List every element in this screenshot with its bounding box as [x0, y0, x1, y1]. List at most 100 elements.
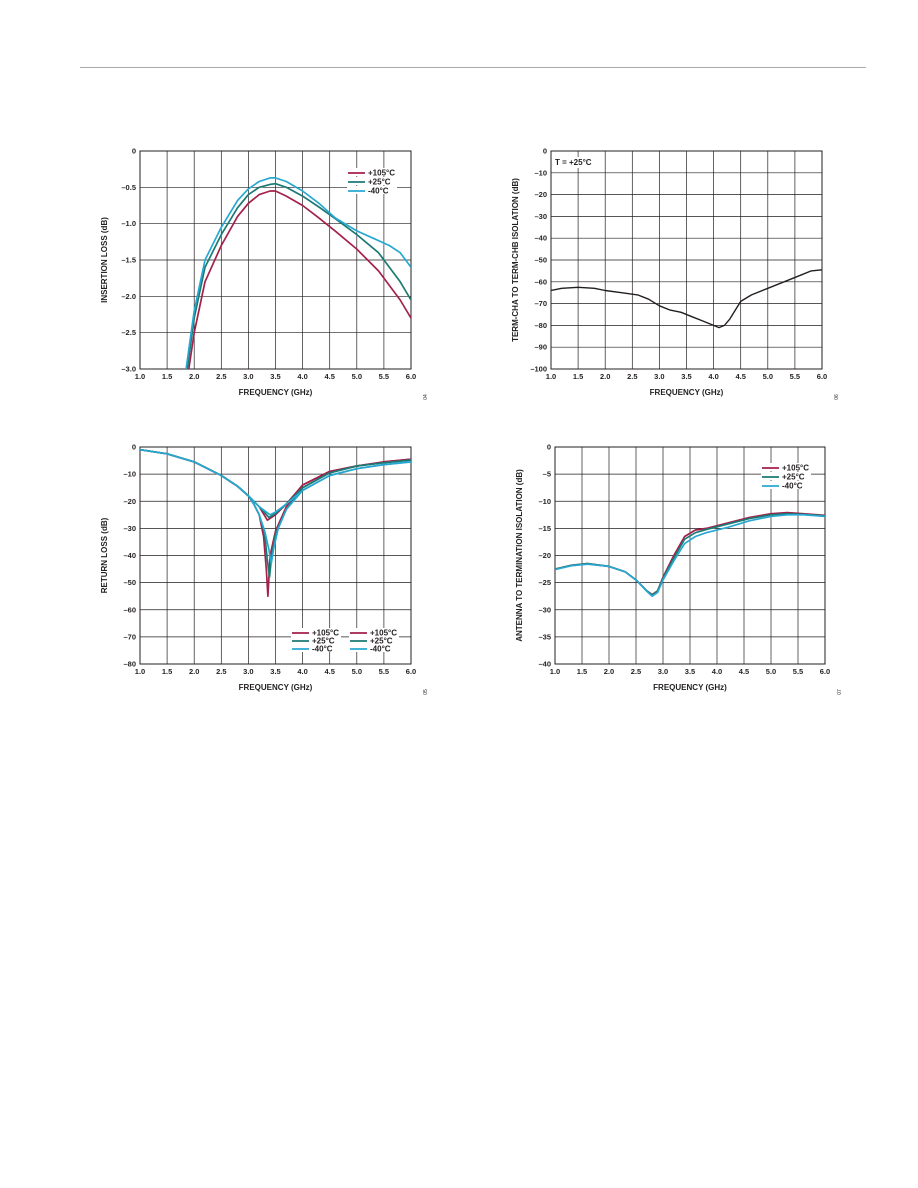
x-tick-label: 4.0 — [297, 372, 307, 381]
y-tick-label: –2.0 — [121, 292, 136, 301]
y-tick-label: –40 — [538, 660, 551, 669]
x-tick-label: 3.0 — [243, 667, 253, 676]
legend-label: +105°C — [782, 464, 809, 473]
legend-bg — [761, 463, 811, 471]
series-line — [555, 513, 825, 598]
chart-4: 1.0 1.5 2.0 2.5 3.0 3.5 4.0 4.5 5.0 5.5 6.0 0 –5 –10 –… — [515, 443, 843, 695]
x-tick-label: 2.5 — [627, 372, 637, 381]
x-tick-label: 6.0 — [817, 372, 827, 381]
y-tick-label: –30 — [534, 212, 547, 221]
x-tick-label: 6.0 — [820, 667, 830, 676]
y-tick-label: –100 — [530, 365, 547, 374]
x-tick-label: 1.5 — [577, 667, 587, 676]
y-tick-label: –35 — [538, 632, 551, 641]
y-tick-label: –10 — [538, 497, 551, 506]
x-tick-label: 4.5 — [324, 372, 334, 381]
x-tick-label: 5.5 — [793, 667, 803, 676]
y-tick-label: –1.0 — [121, 219, 136, 228]
x-tick-label: 2.0 — [604, 667, 614, 676]
x-tick-label: 2.5 — [216, 372, 226, 381]
figure-id: 07 — [837, 689, 843, 695]
y-tick-label: –90 — [534, 343, 547, 352]
legend-label: +25°C — [312, 637, 335, 646]
y-tick-label: –5 — [543, 470, 551, 479]
x-tick-label: 3.0 — [243, 372, 253, 381]
y-tick-label: –25 — [538, 578, 551, 587]
annotation-text: T = +25°C — [555, 158, 592, 167]
x-tick-label: 6.0 — [406, 372, 416, 381]
chart-1: 1.0 1.5 2.0 2.5 3.0 3.5 4.0 4.5 5.0 5.5 6.0 0 –0.5 –1… — [100, 147, 429, 400]
x-tick-label: 4.0 — [708, 372, 718, 381]
x-tick-label: 1.0 — [135, 372, 145, 381]
x-tick-label: 4.5 — [735, 372, 745, 381]
y-tick-label: –50 — [534, 256, 547, 265]
legend: +105°C+25°C-40°C+105°C+25°C-40°C — [291, 628, 399, 654]
x-tick-label: 5.0 — [766, 667, 776, 676]
y-tick-label: –60 — [123, 605, 136, 614]
legend-label: -40°C — [312, 645, 333, 654]
figure-id: 04 — [423, 394, 429, 400]
x-axis-label: FREQUENCY (GHz) — [653, 683, 727, 692]
x-tick-label: 2.0 — [600, 372, 610, 381]
x-tick-label: 5.5 — [379, 667, 389, 676]
x-tick-label: 3.5 — [270, 667, 280, 676]
x-axis-label: FREQUENCY (GHz) — [650, 388, 724, 397]
x-tick-label: 3.5 — [270, 372, 280, 381]
y-axis-label: RETURN LOSS (dB) — [100, 517, 109, 593]
y-tick-label: –40 — [534, 234, 547, 243]
x-tick-label: 3.5 — [681, 372, 691, 381]
plot-frame — [554, 446, 826, 665]
x-axis-label: FREQUENCY (GHz) — [239, 388, 313, 397]
legend-bg — [291, 644, 341, 652]
annotation-bg — [553, 157, 599, 168]
y-tick-label: –20 — [534, 190, 547, 199]
x-tick-label: 1.5 — [573, 372, 583, 381]
y-tick-label: –70 — [123, 632, 136, 641]
y-tick-label: –70 — [534, 299, 547, 308]
y-tick-label: 0 — [132, 147, 136, 156]
x-tick-label: 4.0 — [712, 667, 722, 676]
legend-bg — [349, 644, 399, 652]
header-rule — [80, 67, 866, 68]
y-axis-label: ANTENNA TO TERMINATION ISOLATION (dB) — [515, 469, 524, 642]
x-tick-label: 1.0 — [550, 667, 560, 676]
legend-label: +25°C — [368, 178, 391, 187]
x-tick-label: 2.5 — [216, 667, 226, 676]
y-tick-label: –0.5 — [121, 183, 136, 192]
x-tick-label: 2.0 — [189, 372, 199, 381]
x-tick-label: 3.5 — [685, 667, 695, 676]
series-line — [186, 182, 411, 369]
figure-id: 05 — [423, 689, 429, 695]
legend-label: -40°C — [370, 645, 391, 654]
y-tick-label: –60 — [534, 277, 547, 286]
y-tick-label: –80 — [123, 660, 136, 669]
legend-label: +105°C — [370, 629, 397, 638]
x-tick-label: 1.5 — [162, 667, 172, 676]
x-tick-label: 3.0 — [658, 667, 668, 676]
x-tick-label: 5.0 — [352, 667, 362, 676]
x-tick-label: 2.0 — [189, 667, 199, 676]
y-tick-label: –10 — [123, 470, 136, 479]
x-tick-label: 1.0 — [135, 667, 145, 676]
chart-2: 1.0 1.5 2.0 2.5 3.0 3.5 4.0 4.5 5.0 5.5 6.0 0 –10 –20… — [511, 147, 840, 400]
y-tick-label: 0 — [543, 147, 547, 156]
chart-3: 1.0 1.5 2.0 2.5 3.0 3.5 4.0 4.5 5.0 5.5 6.0 0 –10 –20… — [100, 443, 429, 695]
legend-label: +25°C — [370, 637, 393, 646]
legend-bg — [347, 168, 397, 176]
y-axis-label: TERM-CHA TO TERM-CHB ISOLATION (dB) — [511, 178, 520, 342]
series-line — [185, 177, 411, 369]
y-tick-label: 0 — [132, 443, 136, 452]
legend-bg — [761, 472, 811, 480]
y-tick-label: –15 — [538, 524, 551, 533]
y-tick-label: –2.5 — [121, 328, 136, 337]
y-tick-label: –40 — [123, 551, 136, 560]
y-tick-label: –30 — [123, 524, 136, 533]
x-axis-label: FREQUENCY (GHz) — [239, 683, 313, 692]
y-tick-label: –20 — [538, 551, 551, 560]
x-tick-label: 6.0 — [406, 667, 416, 676]
legend-label: +25°C — [782, 473, 805, 482]
x-tick-label: 3.0 — [654, 372, 664, 381]
legend-bg — [347, 177, 397, 185]
legend-bg — [291, 628, 341, 636]
